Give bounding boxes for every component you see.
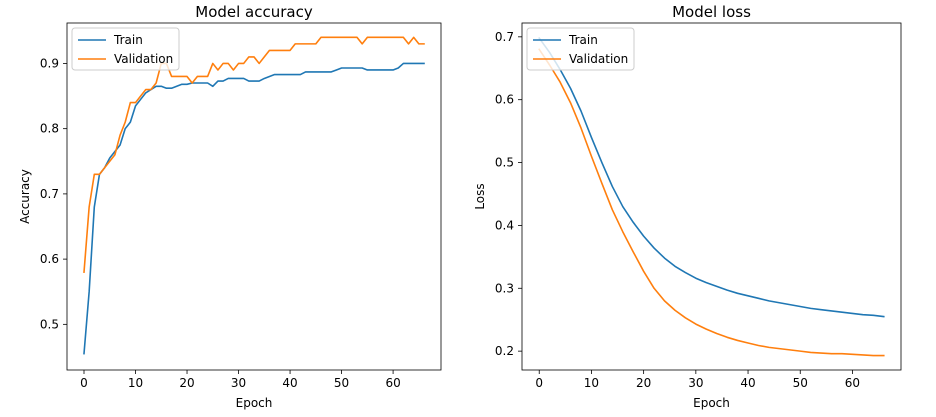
loss-x-axis-label: Epoch — [693, 396, 730, 410]
accuracy-x-tick-label: 30 — [231, 376, 246, 390]
loss-y-tick-label: 0.6 — [495, 93, 514, 107]
loss-x-tick-label: 20 — [636, 376, 651, 390]
loss-train-line — [538, 36, 885, 318]
accuracy-x-tick-label: 60 — [385, 376, 400, 390]
loss-x-tick-label: 10 — [584, 376, 599, 390]
loss-y-tick-label: 0.7 — [495, 30, 514, 44]
loss-x-tick-label: 40 — [740, 376, 755, 390]
accuracy-chart-panel: Model accuracy 0 10 20 30 40 50 60 0.5 0.6 0.7 0.8 0… — [18, 3, 442, 410]
accuracy-legend-validation-label: Validation — [114, 52, 173, 66]
loss-x-tick-label: 30 — [688, 376, 703, 390]
loss-series-group — [538, 36, 885, 357]
accuracy-x-tick-label: 20 — [179, 376, 194, 390]
accuracy-y-tick-label: 0.8 — [40, 122, 59, 136]
loss-y-tick-label: 0.5 — [495, 156, 514, 170]
loss-legend-validation-label: Validation — [569, 52, 628, 66]
loss-y-tick-label: 0.3 — [495, 281, 514, 295]
accuracy-y-tick-label: 0.9 — [40, 56, 59, 70]
accuracy-legend: Train Validation — [71, 27, 180, 71]
loss-legend: Train Validation — [526, 27, 635, 71]
accuracy-series-group — [83, 36, 425, 355]
accuracy-axes-frame — [66, 22, 442, 371]
accuracy-y-tick-label: 0.6 — [40, 252, 59, 266]
accuracy-legend-train-label: Train — [113, 33, 143, 47]
accuracy-train-line — [83, 62, 425, 355]
accuracy-x-axis-label: Epoch — [236, 396, 273, 410]
accuracy-y-tick-label: 0.7 — [40, 187, 59, 201]
accuracy-x-tick-label: 50 — [334, 376, 349, 390]
loss-y-axis-label: Loss — [473, 183, 487, 209]
loss-validation-line — [538, 48, 885, 357]
loss-axes-frame — [521, 22, 902, 371]
accuracy-x-tick-label: 0 — [80, 376, 88, 390]
loss-y-tick-label: 0.2 — [495, 344, 514, 358]
loss-legend-train-label: Train — [568, 33, 598, 47]
loss-chart-panel: Model loss 0 10 20 30 40 50 60 0.2 0.3 0.4 0.5 0.6 0.… — [473, 3, 902, 410]
loss-x-tick-label: 60 — [845, 376, 860, 390]
accuracy-x-tick-label: 40 — [282, 376, 297, 390]
loss-chart-title: Model loss — [672, 3, 751, 21]
accuracy-x-tick-label: 10 — [128, 376, 143, 390]
loss-y-tick-label: 0.4 — [495, 218, 514, 232]
accuracy-chart-title: Model accuracy — [195, 3, 313, 21]
accuracy-y-axis-label: Accuracy — [18, 169, 32, 224]
loss-x-tick-label: 0 — [535, 376, 543, 390]
accuracy-validation-line — [83, 36, 425, 274]
loss-x-tick-label: 50 — [793, 376, 808, 390]
accuracy-y-tick-label: 0.5 — [40, 317, 59, 331]
